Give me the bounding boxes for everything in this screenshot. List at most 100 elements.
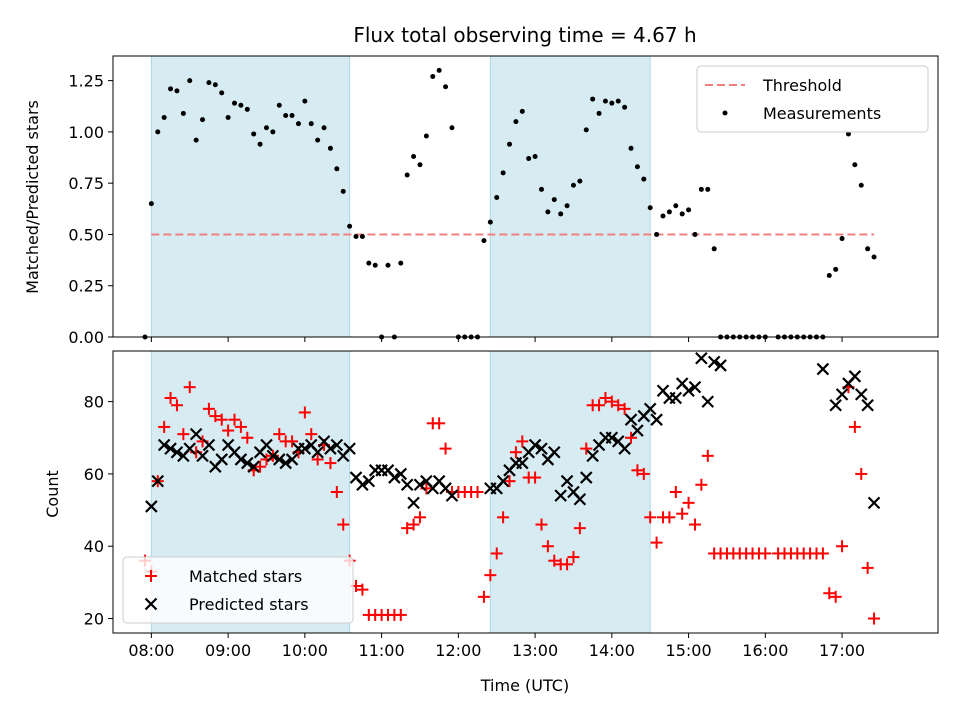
top-panel: 0.00 0.25 0.50 0.75 1.00 1.25 Flux total obse… [23,23,939,347]
measurements-point [366,260,372,266]
matched-stars-point [663,511,676,524]
measurements-point [628,145,634,151]
matched-stars-point [644,511,657,524]
measurements-point [871,254,877,260]
measurements-point [359,233,365,239]
y-tick-label: 1.00 [68,123,104,142]
predicted-stars-point [400,478,414,492]
measurements-point [602,98,608,104]
measurements-point [679,211,685,217]
matched-stars-point [682,496,695,509]
matched-stars-point [215,413,228,426]
predicted-stars-point [145,500,158,513]
measurements-point [244,106,250,112]
x-tick-label: 16:00 [742,641,788,660]
y-tick-label: 40 [84,537,104,556]
matched-stars-point [823,587,836,600]
predicted-stars-point [669,391,683,405]
measurements-point [206,80,212,86]
measurements-point [526,156,532,162]
measurements-point [219,90,225,96]
measurements-point [187,78,193,84]
matched-stars-point [580,442,593,455]
matched-stars-point [855,467,868,480]
predicted-stars-point [151,474,165,488]
x-tick-label: 12:00 [435,641,481,660]
matched-stars-point [202,402,215,415]
predicted-stars-point [707,355,721,369]
measurements-point [385,262,391,268]
measurements-point [647,205,653,211]
measurements-point [570,182,576,188]
measurements-point [858,182,864,188]
legend-box [696,65,929,133]
predicted-stars-point [356,478,369,492]
matched-stars-point [477,590,490,603]
matched-stars-point [561,558,574,571]
predicted-stars-point [816,362,830,376]
matched-stars-point [298,406,311,419]
predicted-stars-point [247,460,260,473]
legend-swatch-measurements [722,110,728,116]
measurements-point [327,145,333,151]
matched-stars-point [759,547,772,560]
predicted-stars-point [170,445,184,459]
matched-stars-point [324,457,337,470]
measurements-point [622,104,628,110]
predicted-stars-point [260,438,273,452]
predicted-stars-point [548,445,561,459]
measurements-point [852,162,858,168]
predicted-stars-point [516,456,529,470]
x-tick-label: 09:00 [205,641,251,660]
predicted-stars-point [586,449,599,463]
measurements-point [654,231,660,237]
measurements-point [295,121,301,127]
measurements-point [494,195,500,201]
matched-stars-point [541,540,554,553]
predicted-stars-point [298,442,312,455]
matched-stars-point [305,428,318,441]
predicted-stars-point [407,496,420,510]
top-legend: Threshold Measurements [696,65,929,133]
matched-stars-point [695,478,708,491]
matched-stars-point [394,608,407,621]
legend-label: Measurements [763,104,881,123]
matched-stars-point [337,518,350,531]
measurements-point [513,119,519,125]
predicted-stars-point [535,442,548,455]
matched-stars-point [407,518,420,531]
measurements-point [372,262,378,268]
measurements-point [263,125,269,131]
y-tick-label: 0.50 [68,225,104,244]
matched-stars-point [529,471,542,484]
predicted-stars-point [157,438,171,452]
predicted-stars-point [362,474,376,488]
top-y-ticks: 0.00 0.25 0.50 0.75 1.00 1.25 [68,72,113,347]
bottom-axes-frame [112,350,939,634]
measurements-point [558,211,564,217]
matched-stars-point [509,446,522,459]
predicted-stars-point [528,438,542,452]
top-data-points [142,67,877,340]
measurements-point [826,272,832,278]
predicted-stars-point [202,438,216,452]
predicted-stars-point [394,467,408,481]
measurements-point [500,170,506,176]
bottom-x-ticks: 08:00 09:00 10:00 11:00 12:00 13:00 14:00 15:00… [128,633,865,660]
matched-stars-point [573,522,586,535]
matched-stars-point [356,583,369,596]
measurements-point [347,223,353,229]
matched-stars-point [433,417,446,430]
matched-stars-point [413,511,426,524]
predicted-stars-point [343,442,356,455]
matched-stars-point [490,547,503,560]
predicted-stars-point [650,413,663,426]
y-tick-label: 80 [84,393,104,412]
measurements-point [865,246,871,252]
matched-stars-point [158,420,171,433]
matched-stars-point [401,522,414,535]
measurements-point [353,233,359,239]
measurements-point [596,110,602,116]
measurements-point [289,112,295,118]
matched-stars-point [836,540,849,553]
